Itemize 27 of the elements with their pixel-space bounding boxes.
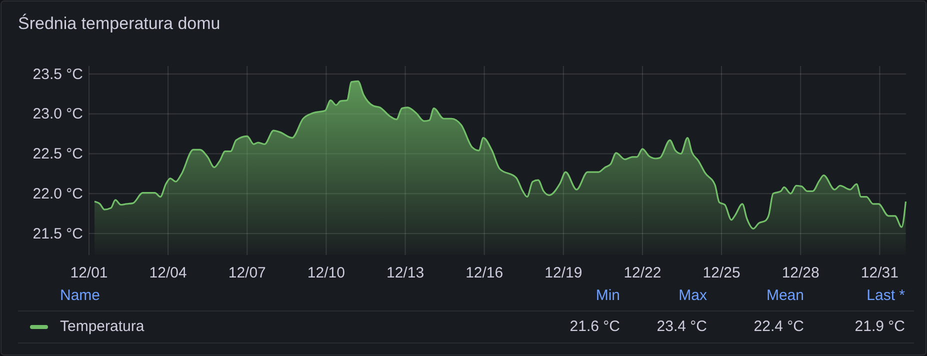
text: 21.6 °C: [570, 318, 620, 335]
text: 21.9 °C: [854, 318, 906, 335]
text: 22.4 °C: [754, 318, 804, 335]
y-tick-label: 21.5 °C: [32, 225, 84, 242]
text: 23.4 °C: [656, 318, 708, 335]
x-tick-label: 12/19: [544, 264, 582, 282]
y-tick-label: 23.5 °C: [32, 66, 84, 83]
x-tick-label: 12/16: [466, 264, 504, 282]
x-tick-label: 12/28: [782, 264, 820, 282]
text: Last *: [866, 287, 906, 304]
legend-label: Temperatura: [60, 318, 145, 335]
y-tick-label: 23.0 °C: [32, 106, 84, 123]
x-tick-label: 12/07: [228, 264, 266, 282]
text: Max: [678, 287, 708, 304]
x-tick-label: 12/01: [70, 264, 108, 282]
y-tick-label: 22.0 °C: [32, 185, 84, 202]
text: Name: [60, 287, 100, 304]
y-tick-label: 22.5 °C: [32, 146, 84, 163]
x-tick-label: 12/10: [307, 264, 345, 282]
text: Mean: [766, 287, 804, 304]
x-tick-label: 12/22: [624, 264, 662, 282]
x-tick-label: 12/04: [149, 264, 187, 282]
chart-title: Średnia temperatura domu: [18, 13, 220, 33]
x-tick-label: 12/31: [860, 264, 898, 282]
x-tick-label: 12/25: [702, 264, 740, 282]
x-tick-label: 12/13: [386, 264, 424, 282]
text: Min: [596, 287, 620, 304]
